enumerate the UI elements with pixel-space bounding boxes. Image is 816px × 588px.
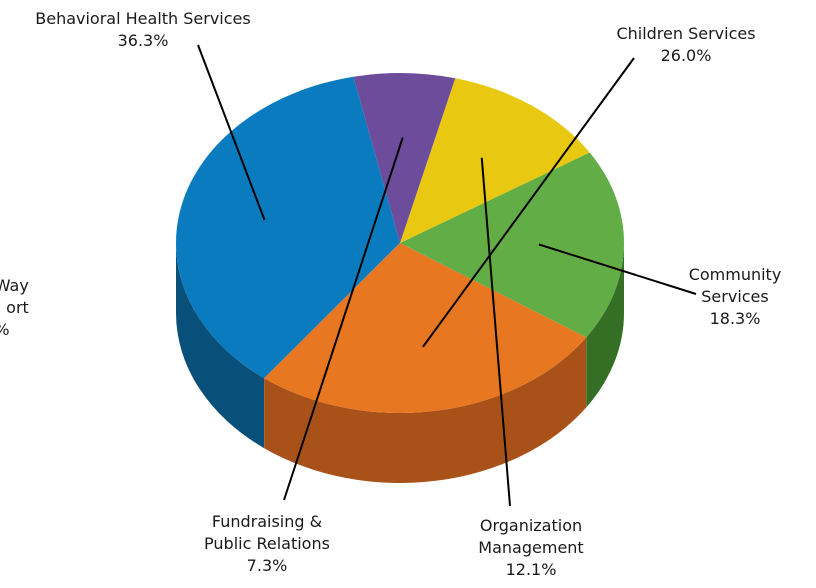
slice-label-united-way-support: % [0, 320, 10, 339]
slice-label-behavioral-health-services: Behavioral Health Services [35, 9, 250, 28]
slice-label-children-services: Children Services [616, 24, 755, 43]
slice-label-organization-management: Management [478, 538, 583, 557]
slice-labels: Behavioral Health Services 36.3% Children … [0, 9, 781, 579]
slice-value-community-services: 18.3% [710, 309, 761, 328]
slice-label-organization-management: Organization [480, 516, 582, 535]
slice-value-behavioral-health-services: 36.3% [118, 31, 169, 50]
leader-line-fundraising-public-relations [283, 137, 404, 501]
slice-label-united-way-support: Way [0, 276, 29, 295]
pie-side-behavioral-health-services [176, 243, 265, 449]
pie-slice-fundraising-public-relations [353, 73, 456, 243]
leader-lines [197, 44, 697, 507]
slice-label-fundraising-public-relations: Public Relations [204, 534, 330, 553]
slice-label-fundraising-public-relations: Fundraising & [212, 512, 322, 531]
slice-value-organization-management: 12.1% [506, 560, 557, 579]
slice-label-community-services: Services [701, 287, 768, 306]
pie-top [176, 73, 624, 413]
leader-line-children-services [422, 57, 635, 348]
slice-label-united-way-support: ort [6, 298, 29, 317]
leader-line-community-services [538, 243, 697, 295]
leader-line-behavioral-health-services [197, 44, 266, 221]
pie-side-community-services [586, 243, 624, 408]
pie-slice-children-services [264, 243, 587, 413]
slice-value-fundraising-public-relations: 7.3% [247, 556, 288, 575]
pie-slice-community-services [400, 152, 624, 338]
pie-slice-behavioral-health-services [176, 76, 400, 379]
pie-slice-organization-management [400, 78, 590, 243]
slice-label-community-services: Community [689, 265, 782, 284]
leader-line-organization-management [480, 157, 511, 507]
slice-value-children-services: 26.0% [661, 46, 712, 65]
